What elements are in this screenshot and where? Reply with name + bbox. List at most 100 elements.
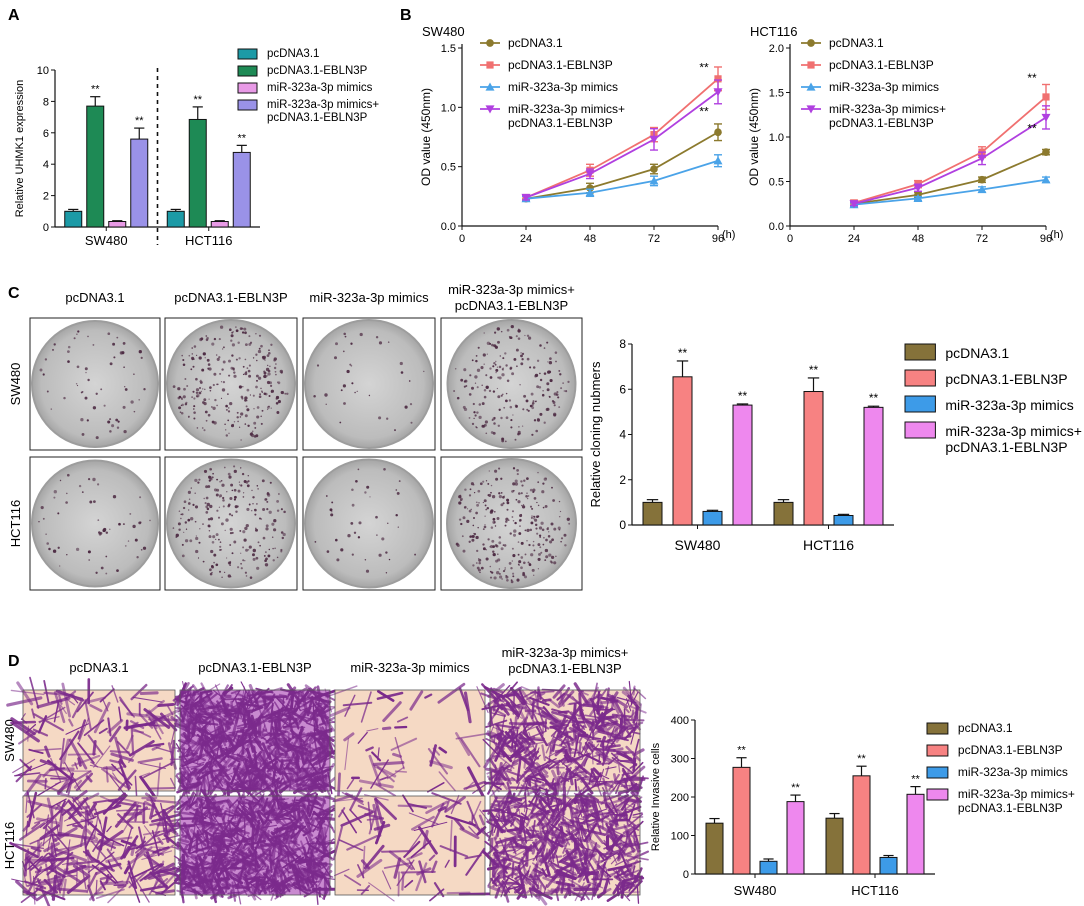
- invasive-cell: [80, 811, 97, 819]
- invasive-cell: [90, 761, 99, 768]
- colony-dot: [493, 521, 496, 524]
- invasive-cell: [303, 857, 323, 873]
- colony-dot: [265, 524, 269, 528]
- colony-dot: [206, 336, 209, 340]
- colony-dot: [533, 419, 537, 422]
- invasive-cell: [297, 687, 308, 695]
- colony-dot: [531, 402, 535, 405]
- colony-dot: [284, 392, 287, 395]
- colony-dot: [505, 575, 509, 579]
- colony-dot: [553, 404, 556, 407]
- data-point: [1042, 93, 1050, 101]
- invasive-cell: [27, 848, 32, 883]
- invasive-cell: [438, 746, 448, 754]
- colony-dot: [475, 359, 478, 363]
- legend-label-mir-323a-3p-mimics-pcdna3-1-ebln3p: miR-323a-3p mimics+ pcDNA3.1-EBLN3P: [958, 787, 1075, 815]
- invasive-cell: [343, 732, 355, 742]
- colony-dot: [255, 353, 258, 356]
- colony-dot: [267, 405, 270, 408]
- invasive-cell: [230, 890, 237, 898]
- invasive-cell: [48, 852, 56, 859]
- colony-dot: [95, 392, 98, 395]
- invasive-cell: [612, 773, 617, 783]
- colony-dot: [205, 505, 209, 509]
- invasive-cell: [413, 821, 448, 831]
- colony-dot: [515, 335, 518, 338]
- colony-dot: [241, 472, 245, 476]
- invasive-cell: [171, 846, 191, 851]
- colony-dot: [548, 395, 550, 397]
- colony-dot: [225, 429, 227, 431]
- colony-dot: [266, 500, 269, 503]
- colony-dot: [245, 405, 248, 408]
- invasive-cell: [282, 721, 296, 729]
- colony-dot: [559, 510, 562, 513]
- colony-dot: [204, 410, 208, 414]
- colony-dot: [366, 485, 370, 489]
- invasive-cell: [504, 733, 515, 741]
- invasive-cell: [562, 842, 568, 854]
- invasive-cell: [494, 887, 501, 899]
- invasive-cell: [280, 714, 292, 730]
- invasive-cell: [503, 874, 524, 887]
- invasive-cell: [62, 861, 74, 866]
- image-background: [335, 796, 485, 895]
- invasive-cell: [528, 781, 554, 790]
- legend-swatch-pcdna3-1: [237, 48, 258, 60]
- invasive-cell: [529, 751, 539, 760]
- colony-dot: [272, 559, 275, 562]
- significance-label: **: [237, 132, 246, 144]
- invasive-cell: [262, 830, 267, 843]
- colony-dot: [53, 496, 56, 499]
- colony-dot: [198, 541, 201, 544]
- invasive-cell: [317, 808, 339, 817]
- colony-dot: [235, 510, 238, 513]
- invasive-cell: [256, 713, 276, 727]
- invasive-cell: [593, 772, 602, 787]
- invasive-cell: [227, 736, 232, 748]
- colony-dot: [500, 330, 503, 333]
- invasive-cell: [618, 866, 626, 876]
- colony-dot: [206, 358, 210, 362]
- colony-dot: [520, 492, 523, 495]
- colony-dot: [521, 425, 524, 427]
- colony-dot: [509, 366, 513, 370]
- culture-plate: [31, 459, 159, 588]
- colony-dot: [237, 489, 241, 493]
- invasive-cell: [324, 814, 333, 836]
- colony-dot: [207, 485, 211, 488]
- colony-dot: [548, 531, 550, 533]
- data-point: [485, 105, 495, 114]
- invasive-cell: [338, 807, 346, 818]
- colony-dot: [394, 429, 396, 432]
- colony-dot: [92, 477, 96, 482]
- invasive-cell: [382, 870, 392, 890]
- legend-label-pcdna3-1-ebln3p: pcDNA3.1-EBLN3P: [958, 743, 1063, 757]
- colony-dot: [258, 517, 262, 520]
- significance-label: **: [135, 115, 144, 127]
- x-tick-label-hct116: HCT116: [803, 537, 854, 553]
- colony-dot: [224, 423, 226, 425]
- colony-dot: [112, 495, 117, 499]
- colony-dot: [474, 375, 478, 379]
- invasive-cell: [239, 689, 247, 713]
- invasive-cell: [377, 747, 380, 761]
- invasive-cell: [495, 692, 522, 699]
- colony-dot: [326, 550, 330, 553]
- invasive-cell: [151, 869, 162, 873]
- colony-dot: [238, 484, 241, 486]
- invasive-cell: [163, 866, 183, 886]
- invasive-cell: [218, 771, 236, 779]
- invasive-cell: [130, 726, 135, 755]
- invasive-cell: [78, 717, 90, 742]
- invasive-cell: [186, 884, 197, 893]
- colony-dot: [555, 393, 559, 396]
- colony-dot: [542, 506, 545, 509]
- invasive-cell: [633, 829, 641, 850]
- colony-dot: [498, 536, 502, 539]
- colony-dot: [335, 538, 338, 542]
- data-point: [806, 105, 816, 114]
- colony-dot: [549, 379, 553, 383]
- colony-dot: [410, 421, 413, 424]
